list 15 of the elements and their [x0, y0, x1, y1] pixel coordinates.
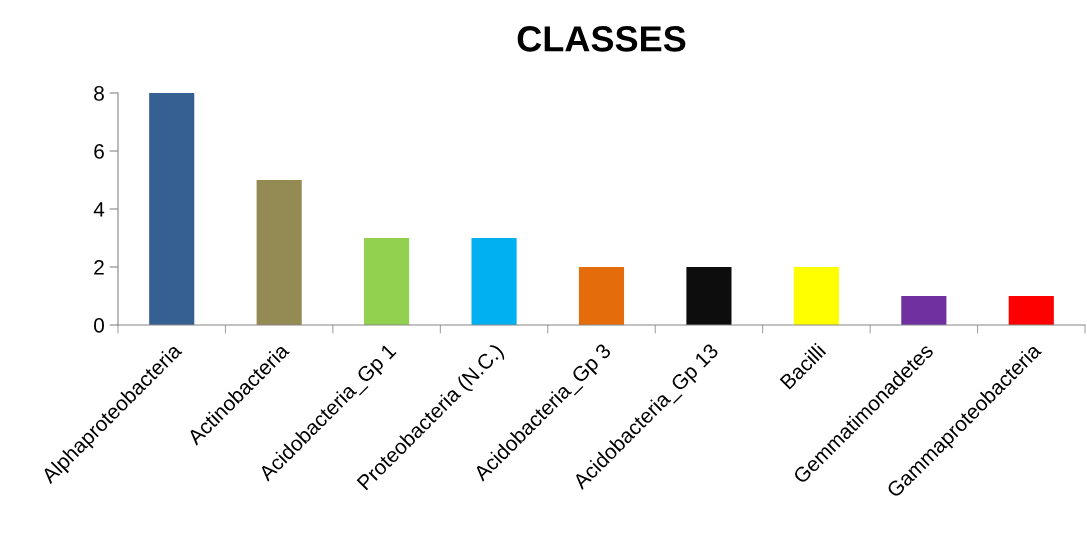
y-tick-label: 8: [94, 86, 104, 101]
bar: [793, 267, 839, 325]
bar: [471, 238, 517, 325]
chart-title: CLASSES: [517, 26, 686, 52]
bar: [364, 238, 410, 325]
y-tick-label: 4: [93, 202, 105, 217]
bar: [578, 267, 625, 325]
y-tick-label: 6: [94, 144, 104, 159]
bar: [686, 267, 732, 325]
bar: [1008, 296, 1054, 325]
bar: [256, 180, 302, 325]
bar: [149, 93, 195, 325]
y-tick-label: 2: [94, 260, 104, 275]
bar: [901, 296, 947, 325]
y-tick-label: 0: [94, 318, 104, 333]
